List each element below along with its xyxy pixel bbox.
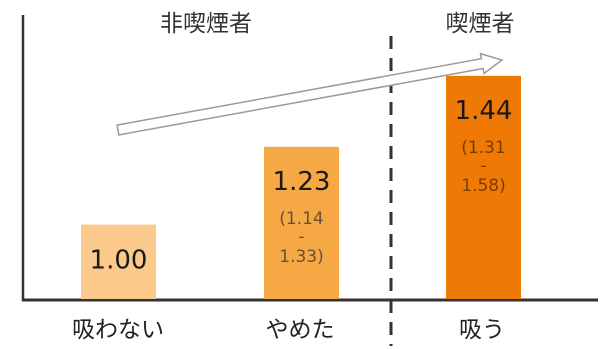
ci-lower-label-smoke: (1.31: [461, 138, 505, 158]
value-label-never: 1.00: [90, 246, 148, 276]
group-label-nonsmoker: 非喫煙者: [160, 11, 252, 37]
trend-arrow-shape: [116, 52, 504, 136]
group-label-smoker: 喫煙者: [446, 11, 515, 37]
bar-never: [81, 224, 156, 299]
trend-arrow: [116, 52, 504, 136]
bar-smoke: [446, 75, 521, 299]
ci-upper-label-smoke: 1.58): [461, 176, 505, 196]
value-label-smoke: 1.44: [455, 96, 513, 126]
ci-lower-label-quit: (1.14: [279, 209, 323, 229]
tick-label-quit: やめた: [266, 317, 335, 343]
ci-sep-smoke: -: [480, 156, 486, 176]
ci-upper-label-quit: 1.33): [279, 247, 323, 267]
value-label-quit: 1.23: [273, 167, 331, 197]
tick-label-never: 吸わない: [72, 317, 164, 343]
bar-quit: [264, 146, 339, 299]
tick-label-smoke: 吸う: [459, 317, 505, 343]
ci-sep-quit: -: [298, 227, 304, 247]
bars-layer: 1.001.23(1.14-1.33)1.44(1.31-1.58): [81, 75, 521, 299]
